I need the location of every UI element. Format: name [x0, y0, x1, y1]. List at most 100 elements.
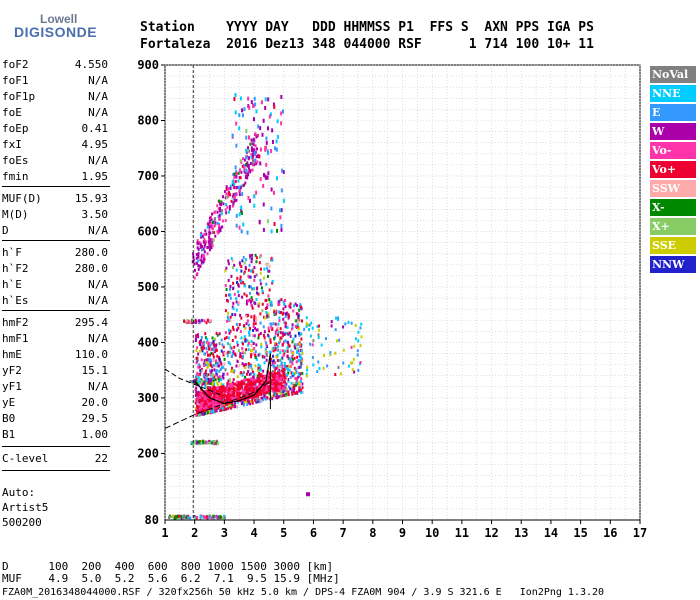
echo-point	[206, 360, 209, 364]
echo-point	[305, 321, 308, 325]
echo-point	[293, 356, 296, 360]
echo-point	[245, 372, 248, 376]
echo-point	[251, 142, 254, 146]
echo-point	[270, 229, 273, 234]
echo-point	[220, 209, 223, 213]
echo-point	[202, 404, 206, 408]
param-name: hmE	[2, 348, 22, 361]
echo-point	[235, 192, 238, 196]
echo-point	[219, 226, 222, 230]
echo-point	[221, 219, 224, 223]
echo-point	[233, 172, 236, 176]
echo-point	[245, 148, 248, 153]
param-row: foE N/A	[2, 106, 108, 122]
echo-point	[234, 186, 237, 190]
echo-point	[295, 303, 298, 307]
echo-point	[213, 397, 217, 401]
echo-point	[253, 287, 256, 291]
param-name: h`E	[2, 278, 22, 291]
echo-point	[255, 273, 258, 277]
echo-point	[209, 386, 212, 390]
echo-point	[232, 287, 235, 291]
echo-point	[251, 398, 254, 402]
footer-muf: MUF 4.9 5.0 5.2 5.6 6.2 7.1 9.5 15.9 [MH…	[2, 572, 340, 585]
echo-point	[207, 373, 210, 377]
echo-point	[222, 372, 225, 376]
echo-point	[202, 515, 205, 519]
echo-point	[256, 400, 259, 404]
echo-point	[206, 225, 209, 229]
echo-point	[225, 187, 228, 191]
echo-point	[286, 313, 289, 317]
echo-point	[280, 188, 283, 193]
echo-point	[264, 374, 268, 378]
echo-point	[288, 364, 291, 368]
param-row: yF2 15.1	[2, 364, 108, 380]
echo-point	[282, 390, 285, 394]
echo-point	[248, 327, 251, 331]
echo-point	[225, 398, 229, 402]
echo-point	[226, 382, 229, 386]
echo-point	[259, 392, 263, 396]
echo-point	[222, 353, 225, 357]
echo-point	[238, 113, 241, 118]
param-name: yF1	[2, 380, 22, 393]
param-row: fxI 4.95	[2, 138, 108, 154]
echo-point	[203, 375, 206, 379]
echo-point	[255, 260, 258, 264]
echo-point	[252, 142, 255, 146]
echo-point	[252, 322, 255, 326]
echo-point	[283, 332, 286, 336]
echo-point	[282, 340, 285, 344]
echo-point	[281, 369, 285, 373]
echo-point	[211, 441, 214, 445]
echo-point	[247, 167, 250, 171]
echo-point	[210, 218, 213, 222]
echo-point	[279, 364, 282, 368]
echo-point	[255, 162, 258, 166]
echo-point	[178, 516, 181, 520]
echo-point	[241, 373, 244, 377]
echo-point	[198, 321, 201, 325]
echo-point	[198, 363, 201, 367]
echo-point	[266, 396, 269, 400]
x-tick-label: 12	[484, 526, 498, 540]
echo-point	[199, 233, 202, 237]
param-value: 110.0	[74, 348, 108, 361]
echo-point	[199, 245, 202, 249]
echo-point	[278, 341, 281, 345]
echo-point	[294, 371, 297, 375]
echo-point	[255, 316, 258, 320]
echo-point	[337, 365, 340, 369]
echo-point	[263, 335, 266, 339]
echo-point	[291, 374, 294, 378]
echo-point	[334, 351, 337, 355]
echo-point	[227, 406, 230, 410]
echo-point	[289, 364, 292, 368]
echo-point	[230, 397, 234, 401]
echo-point	[215, 361, 218, 365]
echo-point	[257, 391, 261, 395]
echo-point	[241, 362, 244, 366]
echo-point	[230, 256, 233, 260]
echo-point	[220, 203, 223, 207]
echo-point	[291, 388, 294, 392]
echo-point	[211, 396, 215, 400]
echo-point	[316, 325, 319, 329]
echo-point	[357, 330, 360, 334]
echo-point	[232, 378, 235, 382]
echo-point	[287, 390, 290, 394]
echo-point	[252, 381, 256, 385]
echo-point	[278, 373, 282, 377]
echo-point	[215, 388, 219, 392]
echo-point	[233, 382, 237, 386]
echo-point	[217, 231, 220, 235]
echo-point	[291, 357, 294, 361]
echo-point	[257, 376, 261, 380]
echo-point	[203, 397, 207, 401]
echo-point	[245, 302, 248, 306]
echo-point	[198, 440, 201, 444]
echo-point	[235, 322, 238, 326]
echo-point	[229, 186, 232, 190]
echo-point	[273, 336, 276, 340]
